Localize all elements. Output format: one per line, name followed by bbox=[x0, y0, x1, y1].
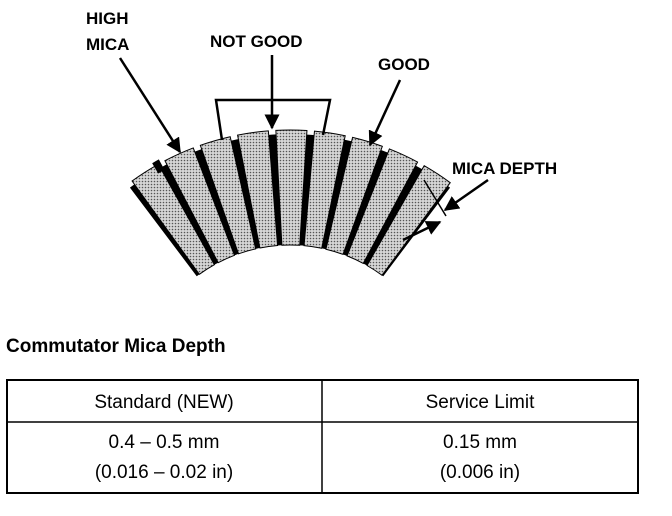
high-mica bbox=[152, 159, 165, 174]
commutator bbox=[129, 129, 451, 277]
table-cell: 0.15 mm bbox=[443, 432, 517, 453]
table-cell: 0.4 – 0.5 mm bbox=[109, 432, 220, 453]
commutator-segment bbox=[199, 136, 257, 255]
label: MICA DEPTH bbox=[452, 159, 557, 178]
commutator-segment bbox=[366, 165, 451, 276]
arrow bbox=[368, 79, 402, 147]
table-header: Service Limit bbox=[426, 392, 535, 413]
table-cell: (0.016 – 0.02 in) bbox=[95, 462, 233, 483]
commutator-segment bbox=[131, 163, 216, 275]
commutator-segment bbox=[236, 130, 279, 249]
commutator-segment bbox=[275, 129, 308, 246]
label: NOT GOOD bbox=[210, 32, 303, 51]
label: HIGH bbox=[86, 9, 129, 28]
arrow bbox=[118, 57, 182, 154]
label: MICA bbox=[86, 35, 129, 54]
dimension-line bbox=[423, 179, 447, 217]
bracket bbox=[214, 98, 332, 141]
table-header: Standard (NEW) bbox=[94, 392, 233, 413]
commutator-segment bbox=[164, 147, 236, 264]
commutator-segment bbox=[325, 136, 383, 255]
label: GOOD bbox=[378, 55, 430, 74]
arrow bbox=[443, 178, 489, 212]
table-cell: (0.006 in) bbox=[440, 462, 520, 483]
table-title: Commutator Mica Depth bbox=[6, 336, 226, 357]
arrow bbox=[402, 220, 442, 242]
commutator-segment bbox=[346, 148, 419, 265]
